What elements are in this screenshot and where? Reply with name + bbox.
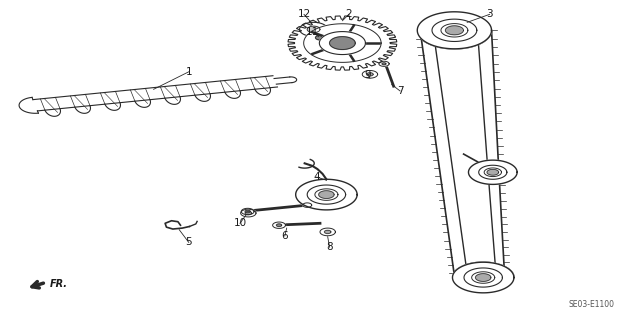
Polygon shape <box>225 80 241 98</box>
Text: 5: 5 <box>186 237 192 248</box>
Polygon shape <box>135 89 150 108</box>
Polygon shape <box>304 24 381 62</box>
Polygon shape <box>105 92 120 110</box>
Polygon shape <box>319 191 334 198</box>
Polygon shape <box>288 16 397 70</box>
Polygon shape <box>362 70 378 78</box>
Text: 10: 10 <box>234 218 246 228</box>
Polygon shape <box>445 26 463 35</box>
Polygon shape <box>276 224 282 226</box>
Polygon shape <box>165 86 180 104</box>
Polygon shape <box>245 210 250 213</box>
Polygon shape <box>315 189 338 200</box>
Polygon shape <box>273 222 285 228</box>
Polygon shape <box>379 61 389 66</box>
Polygon shape <box>319 32 365 55</box>
Polygon shape <box>382 63 386 65</box>
Polygon shape <box>296 179 357 210</box>
Polygon shape <box>472 272 495 283</box>
Text: 11: 11 <box>306 27 319 37</box>
Polygon shape <box>45 98 60 116</box>
Polygon shape <box>476 274 491 281</box>
Polygon shape <box>241 209 256 217</box>
Polygon shape <box>245 211 252 215</box>
Polygon shape <box>255 77 271 95</box>
Text: 7: 7 <box>397 86 403 96</box>
Text: 8: 8 <box>326 242 333 252</box>
Polygon shape <box>330 37 355 49</box>
Polygon shape <box>479 165 507 179</box>
Text: 3: 3 <box>486 9 493 19</box>
Polygon shape <box>367 73 373 76</box>
Polygon shape <box>417 12 492 49</box>
Polygon shape <box>432 19 477 41</box>
Polygon shape <box>316 35 324 40</box>
Text: 1: 1 <box>186 67 192 77</box>
Text: 2: 2 <box>346 9 352 19</box>
Polygon shape <box>303 203 312 207</box>
Text: 6: 6 <box>282 231 288 241</box>
Polygon shape <box>464 268 502 287</box>
Polygon shape <box>468 160 517 184</box>
Polygon shape <box>300 22 328 36</box>
Polygon shape <box>320 228 335 236</box>
Polygon shape <box>487 169 499 175</box>
Polygon shape <box>324 230 331 234</box>
Polygon shape <box>307 185 346 204</box>
Text: FR.: FR. <box>50 279 68 289</box>
Polygon shape <box>307 26 320 33</box>
Text: 12: 12 <box>298 9 310 19</box>
Text: SE03-E1100: SE03-E1100 <box>568 300 614 309</box>
Polygon shape <box>441 24 468 37</box>
Text: 9: 9 <box>365 70 371 80</box>
Polygon shape <box>452 262 514 293</box>
Polygon shape <box>75 95 90 113</box>
Polygon shape <box>241 208 254 215</box>
Polygon shape <box>195 83 211 101</box>
Polygon shape <box>421 30 514 278</box>
Polygon shape <box>484 168 502 176</box>
Text: 4: 4 <box>314 172 320 182</box>
